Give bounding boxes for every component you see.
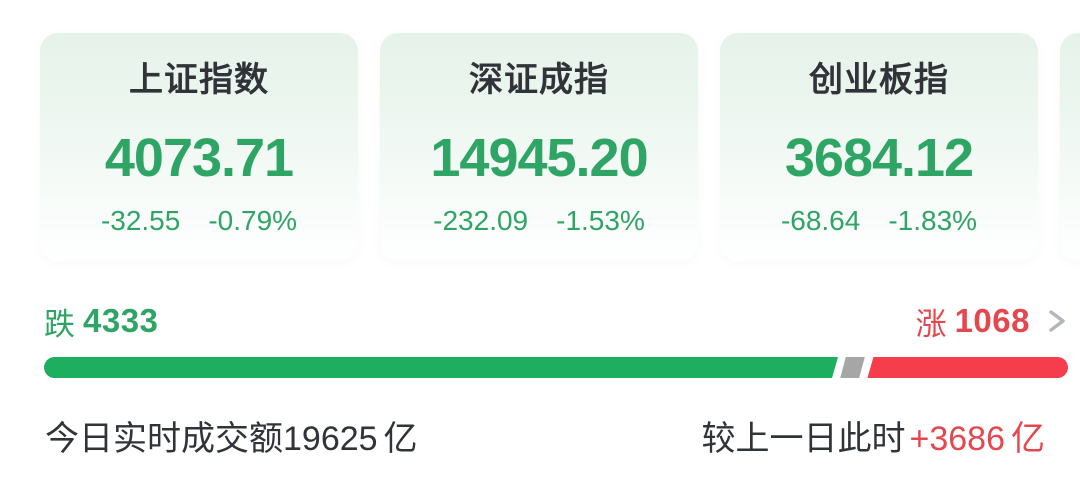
turnover-today-value: 19625 <box>283 420 378 458</box>
index-change-pct: -0.79% <box>208 205 298 236</box>
index-change: -32.55 <box>100 205 181 236</box>
decliners-value: 4333 <box>83 302 159 339</box>
turnover-today: 今日实时成交额 19625 亿 <box>45 416 418 462</box>
index-change-row: -32.55 -0.79% <box>101 204 297 238</box>
index-change-row: -232.09 -1.53% <box>433 204 645 238</box>
index-card-shenzhen-component[interactable]: 深证成指 14945.20 -232.09 -1.53% <box>380 33 698 261</box>
decliners-count: 跌 4333 <box>44 299 158 344</box>
index-cards-row: 上证指数 4073.71 -32.55 -0.79% 深证成指 14945.20… <box>40 33 1080 261</box>
advancers-label: 涨 <box>915 306 947 342</box>
turnover-vs-value: +3686 <box>909 420 1006 458</box>
index-name: 上证指数 <box>129 61 269 99</box>
index-value: 14945.20 <box>430 128 648 188</box>
turnover-vs-unit: 亿 <box>1011 420 1045 458</box>
index-value: 3684.12 <box>784 128 974 188</box>
turnover-today-unit: 亿 <box>383 420 418 458</box>
index-card-chinext[interactable]: 创业板指 3684.12 -68.64 -1.83% <box>720 33 1038 261</box>
index-change-pct: -1.53% <box>556 205 645 236</box>
index-name: 深证成指 <box>469 61 609 99</box>
market-breadth-labels: 跌 4333 涨 1068 <box>44 297 1070 345</box>
turnover-today-label: 今日实时成交额 <box>45 420 283 458</box>
index-change-row: -68.64 -1.83% <box>781 204 977 238</box>
index-change-pct: -1.83% <box>888 205 978 236</box>
breadth-bar <box>44 357 1068 378</box>
advancers-count[interactable]: 涨 1068 <box>916 299 1070 344</box>
turnover-row: 今日实时成交额 19625 亿 较上一日此时 +3686 亿 <box>45 416 1045 462</box>
chevron-right-icon[interactable] <box>1044 305 1070 337</box>
turnover-vs-label: 较上一日此时 <box>701 420 906 458</box>
breadth-bar-decliners <box>44 357 838 378</box>
breadth-bar-advancers <box>867 357 1068 378</box>
index-card-partial[interactable] <box>1060 33 1080 261</box>
index-change: -232.09 <box>433 205 529 236</box>
advancers-value: 1068 <box>954 302 1030 339</box>
breadth-bar-unchanged <box>840 357 866 378</box>
index-card-shanghai-composite[interactable]: 上证指数 4073.71 -32.55 -0.79% <box>40 33 358 261</box>
decliners-label: 跌 <box>44 306 75 342</box>
index-value: 4073.71 <box>104 128 294 188</box>
turnover-vs-yesterday: 较上一日此时 +3686 亿 <box>702 416 1046 462</box>
index-name: 创业板指 <box>809 61 949 99</box>
index-change: -68.64 <box>780 205 861 236</box>
